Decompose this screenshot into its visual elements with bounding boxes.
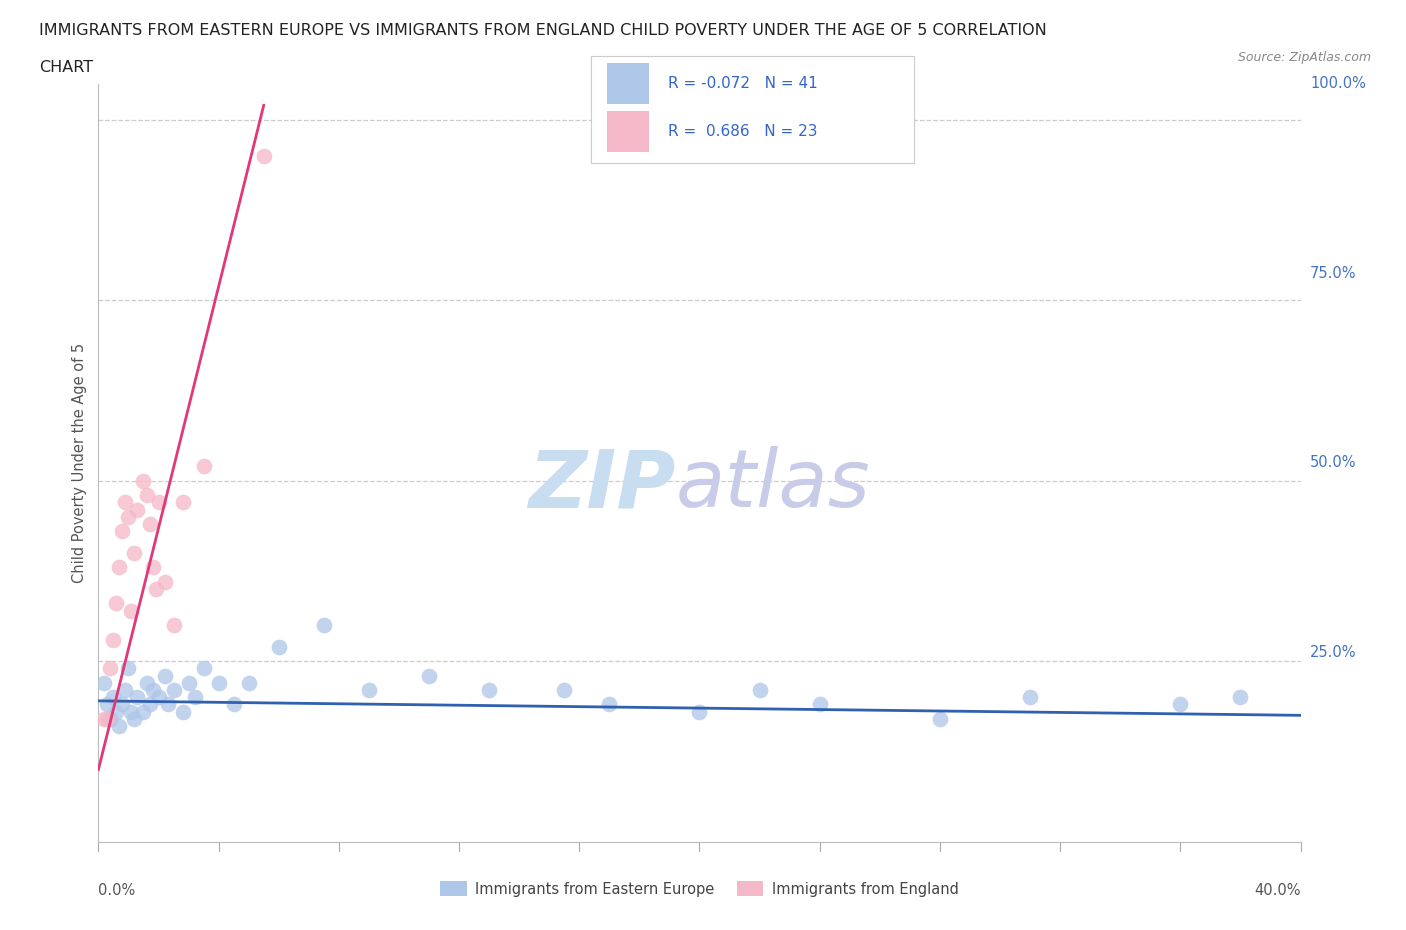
- Point: [148, 690, 170, 705]
- Point: [145, 581, 167, 596]
- Point: [177, 675, 200, 690]
- Point: [105, 704, 128, 719]
- Text: 40.0%: 40.0%: [1254, 884, 1301, 898]
- Point: [127, 502, 149, 517]
- Point: [100, 661, 122, 676]
- Point: [141, 560, 163, 575]
- Point: [253, 149, 276, 164]
- Point: [138, 698, 160, 712]
- Text: 0.0%: 0.0%: [98, 884, 135, 898]
- Point: [105, 596, 128, 611]
- Point: [114, 683, 136, 698]
- Text: ZIP: ZIP: [529, 446, 675, 525]
- Bar: [607, 63, 648, 104]
- Point: [121, 704, 143, 719]
- Text: 25.0%: 25.0%: [1310, 644, 1357, 659]
- Point: [148, 495, 170, 510]
- Point: [96, 711, 118, 726]
- Text: 75.0%: 75.0%: [1310, 266, 1357, 281]
- Point: [153, 668, 176, 683]
- Point: [172, 495, 194, 510]
- Point: [93, 711, 115, 726]
- Point: [121, 604, 143, 618]
- Point: [688, 704, 710, 719]
- Y-axis label: Child Poverty Under the Age of 5: Child Poverty Under the Age of 5: [72, 342, 87, 583]
- Point: [124, 711, 146, 726]
- Point: [1019, 690, 1042, 705]
- Text: R =  0.686   N = 23: R = 0.686 N = 23: [668, 125, 818, 140]
- Point: [117, 661, 139, 676]
- Point: [183, 690, 205, 705]
- Text: Source: ZipAtlas.com: Source: ZipAtlas.com: [1237, 51, 1371, 64]
- Point: [124, 546, 146, 561]
- Point: [132, 704, 155, 719]
- Point: [172, 704, 194, 719]
- Point: [156, 698, 179, 712]
- Text: atlas: atlas: [675, 446, 870, 525]
- Point: [96, 698, 118, 712]
- Point: [929, 711, 952, 726]
- Point: [132, 473, 155, 488]
- Point: [1229, 690, 1251, 705]
- Point: [808, 698, 831, 712]
- Text: R = -0.072   N = 41: R = -0.072 N = 41: [668, 76, 818, 91]
- Point: [238, 675, 260, 690]
- Point: [222, 698, 245, 712]
- Point: [162, 618, 184, 632]
- Point: [111, 524, 134, 538]
- Point: [193, 458, 215, 473]
- Point: [127, 690, 149, 705]
- Point: [103, 690, 125, 705]
- Point: [103, 632, 125, 647]
- Point: [141, 683, 163, 698]
- Point: [114, 495, 136, 510]
- Point: [111, 698, 134, 712]
- Point: [478, 683, 501, 698]
- Text: 50.0%: 50.0%: [1310, 455, 1357, 471]
- Point: [138, 516, 160, 531]
- Point: [108, 719, 131, 734]
- Point: [312, 618, 335, 632]
- Point: [108, 560, 131, 575]
- Text: CHART: CHART: [39, 60, 93, 75]
- Point: [208, 675, 231, 690]
- Point: [135, 675, 157, 690]
- Point: [267, 639, 290, 654]
- Point: [598, 698, 620, 712]
- Bar: [607, 112, 648, 153]
- Point: [100, 711, 122, 726]
- Point: [135, 487, 157, 502]
- Point: [1170, 698, 1192, 712]
- Point: [418, 668, 440, 683]
- Point: [162, 683, 184, 698]
- Point: [553, 683, 575, 698]
- Point: [93, 675, 115, 690]
- Text: 100.0%: 100.0%: [1310, 76, 1367, 91]
- Point: [748, 683, 770, 698]
- Point: [117, 510, 139, 525]
- Legend: Immigrants from Eastern Europe, Immigrants from England: Immigrants from Eastern Europe, Immigran…: [434, 875, 965, 903]
- Point: [357, 683, 380, 698]
- Point: [153, 575, 176, 590]
- Text: IMMIGRANTS FROM EASTERN EUROPE VS IMMIGRANTS FROM ENGLAND CHILD POVERTY UNDER TH: IMMIGRANTS FROM EASTERN EUROPE VS IMMIGR…: [39, 23, 1047, 38]
- Point: [193, 661, 215, 676]
